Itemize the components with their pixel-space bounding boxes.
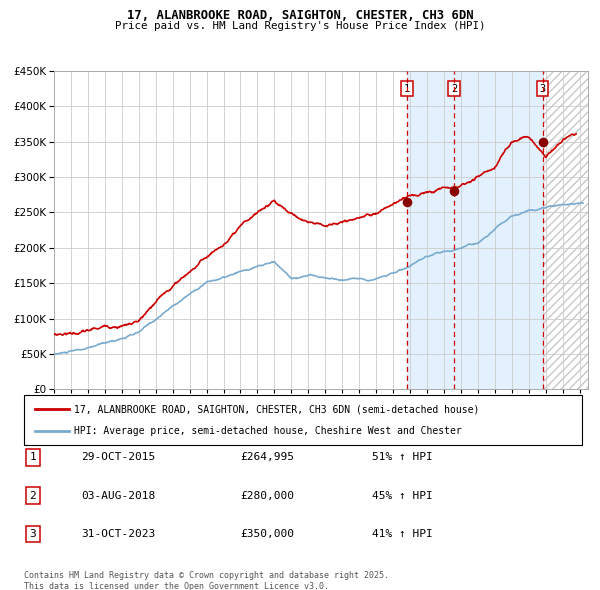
Text: Price paid vs. HM Land Registry's House Price Index (HPI): Price paid vs. HM Land Registry's House … bbox=[115, 21, 485, 31]
Text: £350,000: £350,000 bbox=[240, 529, 294, 539]
Point bbox=[538, 137, 548, 146]
Text: 45% ↑ HPI: 45% ↑ HPI bbox=[372, 491, 433, 500]
Text: 1: 1 bbox=[404, 84, 410, 93]
Text: 41% ↑ HPI: 41% ↑ HPI bbox=[372, 529, 433, 539]
Text: 2: 2 bbox=[451, 84, 457, 93]
Point bbox=[403, 197, 412, 206]
Text: £264,995: £264,995 bbox=[240, 453, 294, 462]
Text: 31-OCT-2023: 31-OCT-2023 bbox=[81, 529, 155, 539]
Text: 51% ↑ HPI: 51% ↑ HPI bbox=[372, 453, 433, 462]
Text: 3: 3 bbox=[539, 84, 546, 93]
Text: 29-OCT-2015: 29-OCT-2015 bbox=[81, 453, 155, 462]
Text: HPI: Average price, semi-detached house, Cheshire West and Chester: HPI: Average price, semi-detached house,… bbox=[74, 427, 462, 437]
Text: £280,000: £280,000 bbox=[240, 491, 294, 500]
Text: 1: 1 bbox=[29, 453, 37, 462]
Text: 17, ALANBROOKE ROAD, SAIGHTON, CHESTER, CH3 6DN (semi-detached house): 17, ALANBROOKE ROAD, SAIGHTON, CHESTER, … bbox=[74, 404, 479, 414]
FancyBboxPatch shape bbox=[24, 395, 582, 445]
Point bbox=[449, 186, 459, 196]
Text: Contains HM Land Registry data © Crown copyright and database right 2025.
This d: Contains HM Land Registry data © Crown c… bbox=[24, 571, 389, 590]
Text: 3: 3 bbox=[29, 529, 37, 539]
Text: 17, ALANBROOKE ROAD, SAIGHTON, CHESTER, CH3 6DN: 17, ALANBROOKE ROAD, SAIGHTON, CHESTER, … bbox=[127, 9, 473, 22]
Text: 2: 2 bbox=[29, 491, 37, 500]
Text: 03-AUG-2018: 03-AUG-2018 bbox=[81, 491, 155, 500]
